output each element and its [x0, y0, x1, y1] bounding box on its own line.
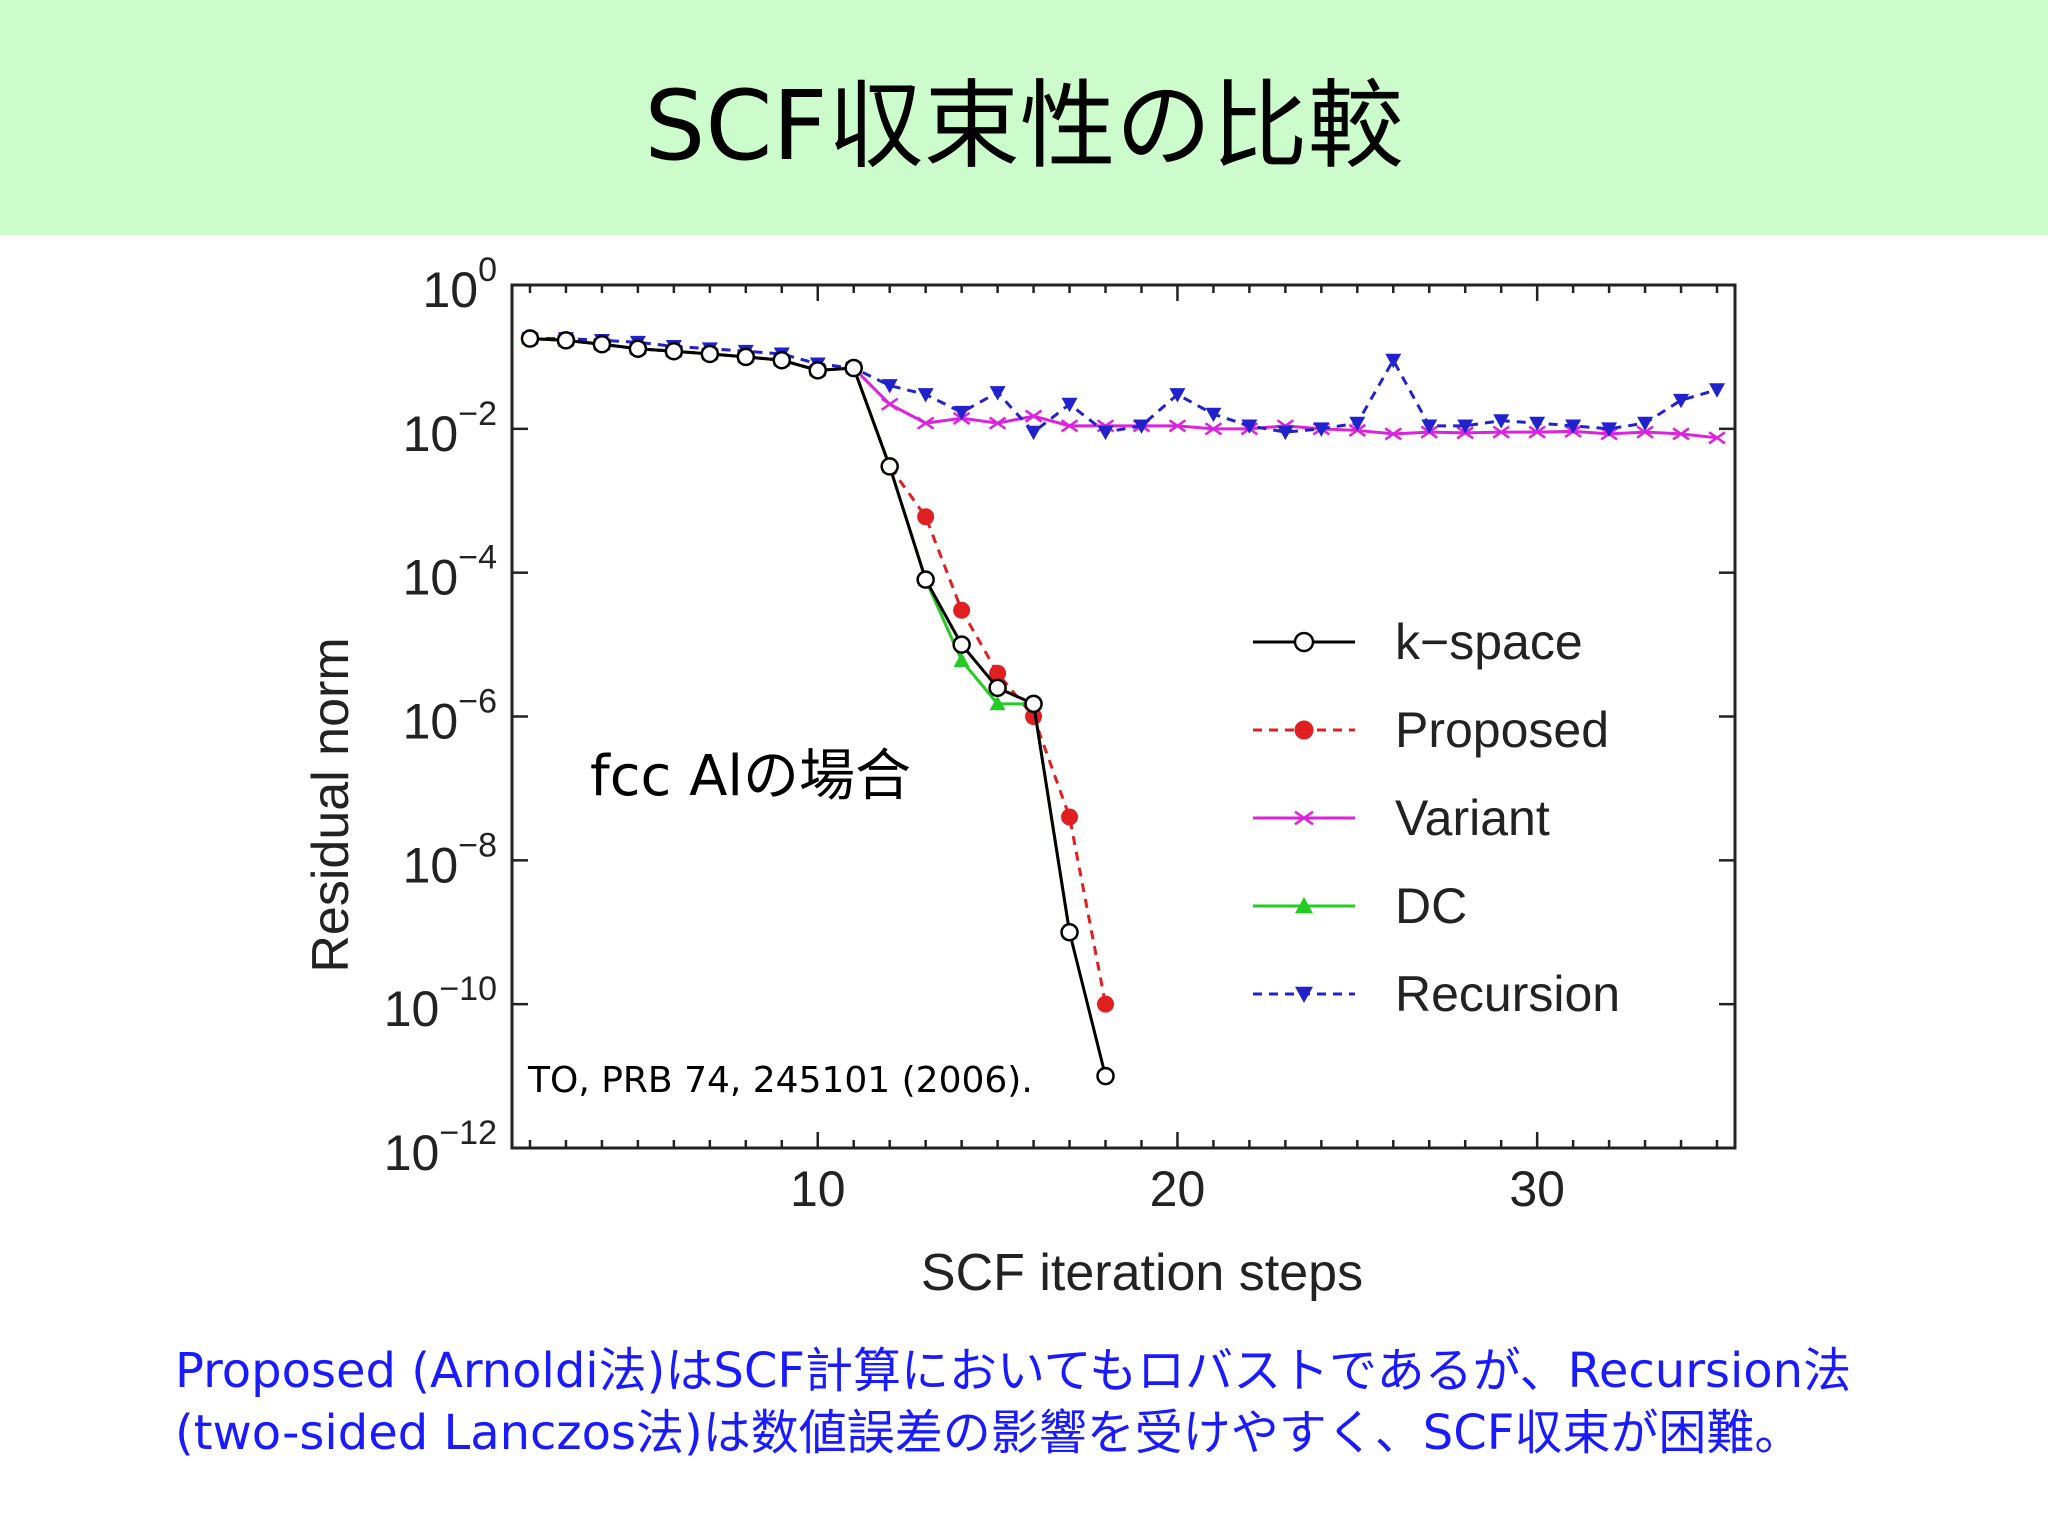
data-point — [988, 416, 1007, 430]
series-1 — [521, 330, 1115, 1013]
data-point — [1133, 419, 1150, 434]
data-point — [917, 388, 934, 403]
slide-title: SCF収束性の比較 — [644, 70, 1404, 182]
data-point — [808, 361, 827, 380]
citation-text: TO, PRB 74, 245101 (2006). — [527, 1060, 1033, 1101]
y-tick-label: 100 — [422, 251, 497, 318]
y-tick-label: 10−4 — [403, 539, 497, 606]
data-point — [1708, 431, 1726, 445]
data-point — [556, 331, 576, 350]
inline-annotation: fcc Alの場合 — [590, 744, 911, 809]
data-point — [1204, 422, 1223, 436]
axes-layer: 10 20 30 100 10−2 10−4 10−6 10−8 10−10 10−12 — [384, 251, 1737, 1217]
data-point — [1349, 416, 1366, 432]
x-tick-label: 20 — [1150, 1161, 1206, 1217]
data-point — [1293, 631, 1315, 653]
data-point — [1168, 419, 1187, 433]
data-point — [1601, 422, 1618, 437]
data-point — [844, 358, 863, 378]
data-point — [1205, 407, 1222, 423]
series-line — [529, 337, 1107, 1005]
data-point — [880, 457, 899, 476]
data-point — [1709, 383, 1726, 398]
data-point — [952, 635, 971, 654]
data-point — [1096, 1066, 1115, 1086]
data-point — [1672, 427, 1690, 441]
data-point — [772, 350, 792, 370]
data-point — [1024, 409, 1043, 423]
data-point — [989, 695, 1006, 711]
data-point — [1673, 393, 1690, 409]
data-point — [520, 329, 540, 348]
data-point — [953, 652, 970, 667]
data-point — [1385, 353, 1402, 369]
residual-norm-chart: 10 20 30 100 10−2 10−4 10−6 10−8 10−10 10−12 k−sp… — [302, 251, 1737, 1302]
caption-line-2: (two-sided Lanczos法)は数値誤差の影響を受けやすく、SCF収束… — [175, 1405, 1803, 1461]
data-point — [1060, 419, 1079, 433]
data-point — [1169, 388, 1186, 403]
x-tick-label: 30 — [1509, 1161, 1565, 1217]
series-line — [529, 337, 1107, 1077]
data-point — [1384, 427, 1402, 441]
data-point — [1528, 425, 1546, 439]
data-point — [1061, 397, 1078, 413]
data-point — [1529, 416, 1546, 432]
data-point — [592, 335, 612, 354]
data-point — [1061, 808, 1079, 826]
y-tick-label: 10−6 — [403, 683, 497, 750]
data-point — [1313, 422, 1330, 437]
data-point — [880, 397, 899, 411]
data-point — [1025, 425, 1042, 441]
title-banner — [0, 0, 2048, 235]
data-point — [916, 416, 935, 430]
legend-label: DC — [1395, 878, 1467, 934]
data-point — [1024, 694, 1043, 714]
data-point — [953, 601, 971, 619]
data-point — [1295, 897, 1313, 914]
data-point — [916, 570, 935, 589]
data-point — [1421, 419, 1438, 434]
data-point — [881, 379, 898, 394]
data-point — [1637, 416, 1654, 432]
series-layer — [520, 329, 1726, 1086]
data-point — [953, 405, 970, 421]
data-point — [736, 347, 756, 367]
data-point — [664, 341, 684, 361]
legend: k−space Proposed Variant DC Recursion — [1253, 614, 1620, 1022]
data-point — [1295, 986, 1313, 1003]
series-line — [529, 337, 1718, 435]
data-point — [1294, 720, 1314, 740]
data-point — [1457, 419, 1474, 434]
legend-label: k−space — [1395, 614, 1583, 670]
y-tick-label: 10−12 — [384, 1114, 497, 1181]
data-point — [628, 339, 648, 358]
legend-label: Recursion — [1395, 966, 1620, 1022]
data-point — [988, 678, 1007, 698]
y-tick-label: 10−2 — [403, 395, 497, 462]
legend-label: Proposed — [1395, 702, 1609, 758]
legend-label: Variant — [1395, 790, 1550, 846]
data-point — [700, 344, 720, 364]
data-point — [1241, 419, 1258, 434]
data-point — [917, 508, 935, 526]
data-point — [1492, 425, 1510, 439]
data-point — [1277, 425, 1294, 441]
data-point — [1294, 810, 1314, 826]
caption-line-1: Proposed (Arnoldi法)はSCF計算においてもロバストであるが、R… — [175, 1343, 1852, 1399]
x-axis-label: SCF iteration steps — [921, 1244, 1363, 1302]
data-point — [1493, 414, 1510, 429]
x-tick-label: 10 — [790, 1161, 846, 1217]
data-point — [1060, 923, 1079, 942]
data-point — [1636, 425, 1654, 439]
data-point — [1565, 419, 1582, 434]
data-point — [1097, 425, 1114, 441]
series-0 — [520, 329, 1115, 1086]
data-point — [1097, 995, 1115, 1013]
series-line — [529, 337, 1072, 933]
y-axis-label: Residual norm — [302, 637, 360, 972]
y-tick-label: 10−8 — [403, 826, 497, 893]
caption: Proposed (Arnoldi法)はSCF計算においてもロバストであるが、R… — [175, 1340, 1995, 1464]
y-tick-label: 10−10 — [384, 970, 497, 1037]
data-point — [989, 386, 1006, 401]
